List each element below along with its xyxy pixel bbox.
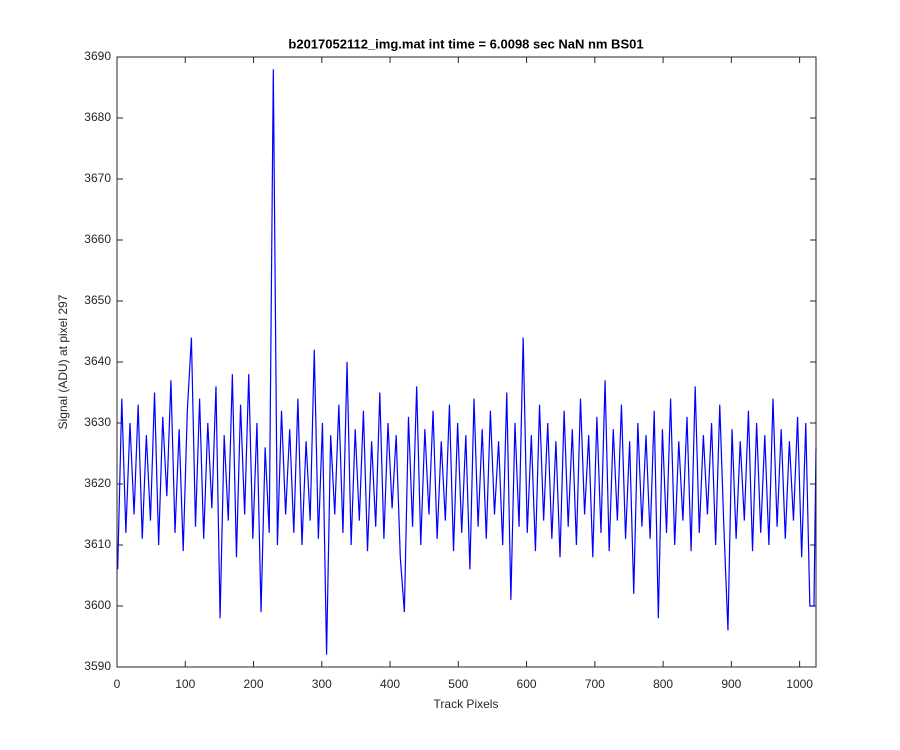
x-tick-label: 900 xyxy=(721,677,741,691)
y-tick-label: 3630 xyxy=(84,415,111,429)
axes-box xyxy=(116,56,817,668)
x-tick-label: 300 xyxy=(312,677,332,691)
y-axis-label: Signal (ADU) at pixel 297 xyxy=(56,294,70,429)
data-line xyxy=(117,69,817,655)
x-tick-label: 600 xyxy=(517,677,537,691)
x-tick-label: 200 xyxy=(244,677,264,691)
y-tick-label: 3690 xyxy=(84,49,111,63)
x-tick-label: 800 xyxy=(653,677,673,691)
y-tick-label: 3590 xyxy=(84,659,111,673)
y-tick-label: 3620 xyxy=(84,476,111,490)
y-tick-label: 3680 xyxy=(84,110,111,124)
y-tick-label: 3650 xyxy=(84,293,111,307)
y-tick-label: 3660 xyxy=(84,232,111,246)
y-tick-label: 3640 xyxy=(84,354,111,368)
x-tick-label: 400 xyxy=(380,677,400,691)
x-tick-label: 1000 xyxy=(786,677,813,691)
y-tick-label: 3670 xyxy=(84,171,111,185)
x-tick-label: 700 xyxy=(585,677,605,691)
y-tick-label: 3610 xyxy=(84,537,111,551)
x-tick-label: 500 xyxy=(448,677,468,691)
x-tick-label: 100 xyxy=(175,677,195,691)
x-axis-label: Track Pixels xyxy=(434,697,499,711)
chart-title: b2017052112_img.mat int time = 6.0098 se… xyxy=(288,36,643,51)
x-tick-label: 0 xyxy=(114,677,121,691)
y-tick-label: 3600 xyxy=(84,598,111,612)
